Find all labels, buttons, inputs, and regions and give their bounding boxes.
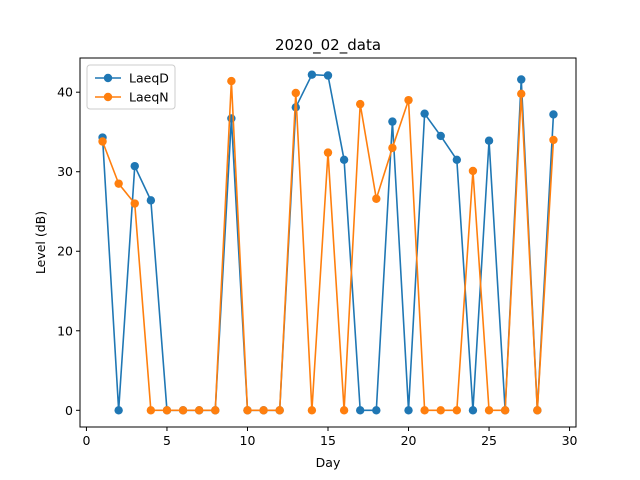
data-point-LaeqN [517, 89, 526, 98]
data-point-LaeqD [372, 406, 381, 415]
series-layer [98, 70, 558, 415]
data-point-LaeqN [372, 194, 381, 203]
x-tick-label: 25 [481, 433, 497, 448]
data-point-LaeqN [259, 406, 268, 415]
data-point-LaeqN [98, 137, 107, 146]
data-point-LaeqD [130, 161, 139, 171]
x-axis-label: Day [316, 455, 341, 470]
data-point-LaeqN [533, 406, 542, 415]
data-point-LaeqD [323, 71, 333, 80]
x-tick-label: 20 [401, 433, 417, 448]
y-axis: 0 10 20 30 40 [57, 85, 80, 418]
data-point-LaeqD [388, 117, 397, 126]
data-point-LaeqD [146, 196, 156, 205]
data-point-LaeqN [130, 199, 139, 208]
data-point-LaeqN [500, 406, 510, 415]
data-point-LaeqD [549, 110, 558, 119]
data-point-LaeqN [404, 95, 413, 105]
legend-marker-LaeqN [103, 92, 113, 102]
data-point-LaeqN [227, 76, 236, 86]
data-point-LaeqN [275, 406, 284, 415]
data-point-LaeqN [243, 406, 252, 415]
data-point-LaeqD [339, 155, 349, 164]
data-point-LaeqN [452, 406, 462, 415]
x-tick-label: 30 [562, 433, 578, 448]
y-axis-label: Level (dB) [33, 211, 48, 274]
data-point-LaeqN [194, 406, 204, 415]
data-point-LaeqN [484, 406, 494, 415]
y-tick-label: 30 [57, 164, 73, 179]
data-point-LaeqD [404, 406, 413, 415]
data-point-LaeqD [114, 406, 123, 415]
legend: LaeqD LaeqN [86, 64, 176, 110]
x-axis: 0 5 10 15 20 25 30 [82, 427, 578, 448]
data-point-LaeqN [420, 406, 429, 415]
y-tick-label: 0 [65, 403, 73, 418]
data-point-LaeqN [339, 406, 349, 415]
data-point-LaeqD [468, 406, 478, 415]
series-LaeqN [98, 76, 558, 415]
chart-title: 2020_02_data [275, 36, 381, 55]
data-point-LaeqN [162, 406, 172, 415]
data-point-LaeqN [146, 406, 156, 415]
data-point-LaeqN [549, 135, 558, 145]
data-point-LaeqN [114, 179, 123, 188]
y-tick-label: 40 [57, 85, 73, 100]
data-point-LaeqN [291, 88, 300, 98]
data-point-LaeqN [388, 143, 397, 153]
data-point-LaeqN [307, 406, 317, 415]
data-point-LaeqD [452, 155, 462, 164]
y-tick-label: 10 [57, 323, 73, 338]
x-tick-label: 5 [163, 433, 171, 448]
data-point-LaeqD [436, 131, 445, 141]
x-tick-label: 10 [240, 433, 256, 448]
data-point-LaeqN [436, 406, 445, 415]
data-point-LaeqD [307, 70, 317, 79]
x-tick-label: 15 [320, 433, 336, 448]
x-tick-label: 0 [82, 433, 90, 448]
data-point-LaeqN [356, 99, 365, 109]
data-point-LaeqN [178, 406, 188, 415]
legend-label-LaeqN: LaeqN [129, 90, 169, 105]
data-point-LaeqD [420, 109, 429, 118]
legend-label-LaeqD: LaeqD [129, 71, 169, 86]
data-point-LaeqD [356, 406, 365, 415]
data-point-LaeqN [323, 148, 333, 157]
data-point-LaeqD [484, 136, 494, 145]
data-point-LaeqD [227, 114, 236, 123]
legend-marker-LaeqD [103, 73, 113, 83]
y-tick-label: 20 [57, 244, 73, 259]
data-point-LaeqN [211, 406, 220, 415]
data-point-LaeqN [468, 166, 478, 176]
data-point-LaeqD [517, 75, 526, 84]
